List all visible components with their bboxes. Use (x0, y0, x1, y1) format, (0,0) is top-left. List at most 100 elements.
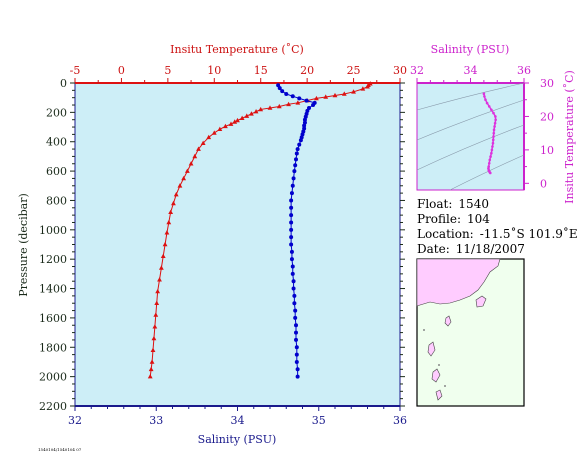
ts-point (487, 161, 491, 165)
salinity-point (289, 242, 294, 247)
map-islet (444, 385, 446, 387)
salinity-point (292, 169, 297, 174)
bottom-tick-label: 33 (149, 414, 163, 427)
temperature-point (147, 374, 153, 379)
temperature-point (154, 300, 160, 306)
bottom-tick-label: 35 (312, 414, 326, 427)
map-island (475, 295, 487, 308)
temperature-point (168, 209, 174, 214)
salinity-point (307, 105, 311, 110)
salinity-point (292, 293, 297, 298)
salinity-point (293, 163, 298, 168)
ts-density-contour (416, 124, 525, 171)
profile-plot-area (74, 82, 401, 407)
y-tick-label: 1200 (39, 253, 67, 266)
ts-point (482, 92, 486, 95)
temperature-point (157, 277, 162, 282)
top-tick-label: 25 (347, 64, 361, 77)
temperature-point (155, 288, 161, 294)
date-value: 11/18/2007 (455, 242, 525, 256)
salinity-point (291, 279, 296, 284)
ts-right-axis-label: Insitu Temperature (˚C) (563, 70, 576, 204)
temperature-point (365, 84, 370, 89)
ts-right-tick-label: 30 (540, 77, 554, 90)
bottom-tick-label: 36 (393, 414, 407, 427)
salinity-point (294, 359, 299, 364)
info-date: Date: 11/18/2007 (417, 242, 525, 256)
temperature-point (152, 324, 158, 329)
temperature-point (332, 92, 338, 98)
ts-point (485, 101, 489, 105)
ts-point (489, 155, 492, 158)
temperature-point (192, 153, 198, 159)
ts-point (491, 138, 495, 142)
info-location: Location: -11.5˚S 101.9˚E (417, 227, 578, 241)
map-islet (423, 329, 425, 331)
ts-point (490, 148, 494, 152)
salinity-point (290, 94, 295, 99)
profile-bottom-ticks: 32 33 34 35 36 (68, 406, 407, 427)
temperature-point (184, 168, 190, 173)
salinity-point (295, 374, 300, 379)
profile-label: Profile: (417, 212, 462, 226)
salinity-point (291, 286, 296, 291)
ts-point (491, 141, 495, 145)
temperature-point (173, 191, 179, 197)
y-tick-label: 2000 (39, 371, 67, 384)
y-tick-label: 2200 (39, 400, 67, 413)
float-value: 1540 (458, 197, 489, 211)
profile-y-axis-label: Pressure (decibar) (17, 193, 30, 296)
profile-series (147, 81, 373, 379)
location-value: -11.5˚S 101.9˚E (479, 227, 578, 241)
ts-point (491, 145, 494, 148)
salinity-point (277, 86, 282, 91)
y-tick-label: 1800 (39, 341, 67, 354)
salinity-point (293, 315, 298, 320)
salinity-point (294, 352, 299, 357)
y-tick-label: 0 (60, 77, 67, 90)
temperature-point (171, 200, 176, 206)
temperature-point (158, 265, 164, 270)
temperature-point (164, 230, 170, 235)
ts-point (492, 131, 496, 135)
salinity-point (289, 249, 294, 254)
temperature-point (211, 130, 217, 135)
temperature-point (153, 312, 159, 317)
temperature-point (200, 140, 206, 145)
ts-point (487, 105, 491, 108)
top-tick-label: 30 (393, 64, 407, 77)
temperature-point (160, 253, 166, 259)
temperature-point (148, 366, 154, 372)
ts-top-tick-label: 32 (410, 64, 424, 77)
salinity-point (280, 89, 285, 94)
ts-top-ticks: 32 34 36 (410, 64, 531, 83)
ts-point (488, 158, 492, 162)
temperature-point (232, 119, 238, 124)
y-tick-label: 1400 (39, 283, 67, 296)
salinity-point (295, 147, 300, 152)
temperature-point (249, 111, 254, 116)
y-tick-label: 800 (46, 194, 67, 207)
salinity-point (290, 271, 295, 276)
temperature-point (166, 219, 172, 225)
temperature-point (188, 161, 194, 166)
top-tick-label: 5 (164, 64, 171, 77)
temperature-point (314, 95, 319, 101)
salinity-point (294, 330, 298, 335)
map-islet (438, 364, 440, 366)
ts-point (490, 108, 493, 112)
salinity-point (289, 235, 294, 240)
ts-right-ticks: 0 10 20 30 (524, 77, 554, 190)
ts-density-contour (416, 82, 525, 111)
location-label: Location: (417, 227, 474, 241)
ts-top-tick-label: 34 (464, 64, 478, 77)
salinity-point (276, 83, 281, 88)
info-profile: Profile: 104 (417, 212, 490, 226)
temperature-point (276, 103, 282, 109)
map-island (431, 368, 441, 383)
salinity-point (302, 117, 307, 122)
ts-top-tick-label: 36 (517, 64, 531, 77)
temperature-point (177, 183, 183, 188)
profile-value: 104 (467, 212, 490, 226)
